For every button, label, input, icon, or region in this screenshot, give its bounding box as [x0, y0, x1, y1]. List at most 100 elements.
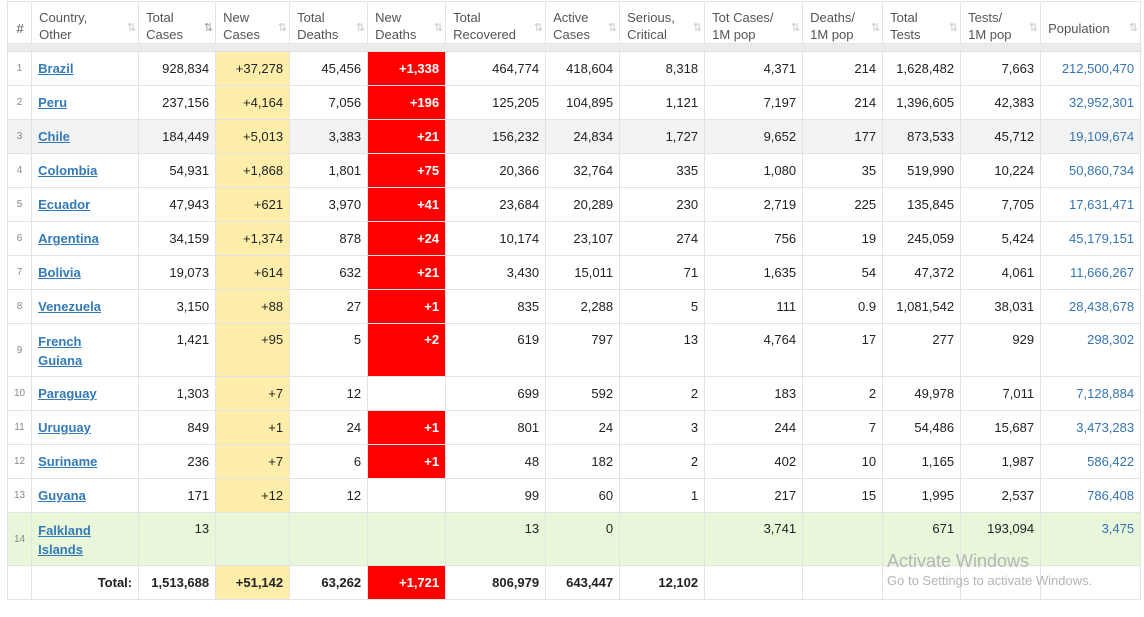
cell-deaths-1m: 54: [802, 255, 884, 290]
row-rank: 5: [6, 187, 33, 222]
country-link[interactable]: Paraguay: [38, 386, 97, 401]
col-header-total-recovered[interactable]: Total Recovered ⇅: [445, 1, 547, 44]
country-link[interactable]: Suriname: [38, 454, 97, 469]
country-link[interactable]: French Guiana: [38, 334, 82, 368]
cell-active: 32,764: [545, 153, 621, 188]
col-header-active-cases[interactable]: Active Cases ⇅: [545, 1, 621, 44]
col-header-new-deaths[interactable]: New Deaths ⇅: [367, 1, 447, 44]
row-rank: 8: [6, 289, 33, 324]
country-link[interactable]: Ecuador: [38, 197, 90, 212]
sort-icon[interactable]: ⇅: [1128, 22, 1138, 34]
cell-serious: 1,121: [619, 85, 706, 120]
col-header-serious-critical[interactable]: Serious, Critical ⇅: [619, 1, 706, 44]
row-rank: 1: [6, 51, 33, 86]
cell-new-deaths: +1,338: [367, 51, 447, 86]
col-header-total-cases[interactable]: Total Cases ⇅: [138, 1, 217, 44]
cell-tests-1m: 45,712: [960, 119, 1042, 154]
total-rank-cell: [6, 565, 33, 600]
country-link[interactable]: Falkland Islands: [38, 523, 91, 557]
col-header-tests-per-1m[interactable]: Tests/1M pop ⇅: [960, 1, 1042, 44]
table-row: 14 Falkland Islands 13 13 0 3,741 671 193,094 3,4…: [6, 512, 1142, 566]
col-header-total-tests[interactable]: Total Tests ⇅: [882, 1, 962, 44]
country-name-line2: Guiana: [38, 353, 83, 368]
country-cell: Venezuela: [31, 289, 140, 324]
country-link[interactable]: Chile: [38, 129, 70, 144]
country-link[interactable]: Bolivia: [38, 265, 81, 280]
cell-recovered: 464,774: [445, 51, 547, 86]
col-header-cases-per-1m[interactable]: Tot Cases/1M pop ⇅: [704, 1, 804, 44]
total-row: Total: 1,513,688 +51,142 63,262 +1,721 8…: [6, 565, 1142, 600]
cell-recovered: 23,684: [445, 187, 547, 222]
col-header-new-cases[interactable]: New Cases ⇅: [215, 1, 291, 44]
country-cell: Falkland Islands: [31, 512, 140, 566]
col-header-total-deaths[interactable]: Total Deaths ⇅: [289, 1, 369, 44]
cell-tests: 47,372: [882, 255, 962, 290]
col-header-deaths-per-1m[interactable]: Deaths/1M pop ⇅: [802, 1, 884, 44]
cell-active: 20,289: [545, 187, 621, 222]
cell-tests-1m: 7,011: [960, 376, 1042, 411]
col-header-population[interactable]: Population ⇅: [1040, 1, 1142, 44]
sort-icon[interactable]: ⇅: [126, 22, 136, 34]
sort-icon[interactable]: ⇅: [948, 22, 958, 34]
cell-new-cases: [215, 512, 291, 566]
cell-total-cases: 13: [138, 512, 217, 566]
cell-serious: 2: [619, 376, 706, 411]
col-header-rank: #: [6, 1, 33, 44]
sort-icon[interactable]: ⇅: [433, 22, 443, 34]
table-row: 3 Chile 184,449 +5,013 3,383 +21 156,232 24,834…: [6, 119, 1142, 154]
cell-active: 23,107: [545, 221, 621, 256]
sort-icon[interactable]: ⇅: [533, 22, 543, 34]
cell-serious: 13: [619, 323, 706, 377]
country-link[interactable]: Uruguay: [38, 420, 91, 435]
country-link[interactable]: Colombia: [38, 163, 97, 178]
cell-total-deaths: 1,801: [289, 153, 369, 188]
country-link[interactable]: Peru: [38, 95, 67, 110]
header-row: # Country, Other ⇅ Total Cases ⇅ New Cases ⇅ T…: [6, 1, 1142, 44]
cell-deaths-1m: 2: [802, 376, 884, 411]
cell-new-deaths: [367, 512, 447, 566]
cell-active: 2,288: [545, 289, 621, 324]
country-name: Uruguay: [38, 420, 91, 435]
cell-new-deaths: +41: [367, 187, 447, 222]
country-cell: Uruguay: [31, 410, 140, 445]
country-name-line2: Islands: [38, 542, 83, 557]
cell-total-deaths: 5: [289, 323, 369, 377]
col-header-country[interactable]: Country, Other ⇅: [31, 1, 140, 44]
cell-total-deaths: 632: [289, 255, 369, 290]
sort-icon[interactable]: ⇅: [870, 22, 880, 34]
sort-icon[interactable]: ⇅: [355, 22, 365, 34]
sort-desc-icon[interactable]: ⇅: [203, 22, 213, 34]
total-recovered: 806,979: [445, 565, 547, 600]
cell-recovered: 3,430: [445, 255, 547, 290]
cell-tests: 245,059: [882, 221, 962, 256]
sort-icon[interactable]: ⇅: [790, 22, 800, 34]
cell-recovered: 48: [445, 444, 547, 479]
country-link[interactable]: Venezuela: [38, 299, 101, 314]
sort-icon[interactable]: ⇅: [1028, 22, 1038, 34]
total-empty-cell: [882, 565, 962, 600]
cell-new-cases: +1: [215, 410, 291, 445]
country-link[interactable]: Guyana: [38, 488, 86, 503]
country-link[interactable]: Brazil: [38, 61, 73, 76]
cell-population: 45,179,151: [1040, 221, 1142, 256]
cell-serious: 274: [619, 221, 706, 256]
table-row: 6 Argentina 34,159 +1,374 878 +24 10,174 23,107…: [6, 221, 1142, 256]
country-link[interactable]: Argentina: [38, 231, 99, 246]
country-cell: Bolivia: [31, 255, 140, 290]
cell-active: 182: [545, 444, 621, 479]
cell-cases-1m: 1,635: [704, 255, 804, 290]
cell-new-deaths: +1: [367, 289, 447, 324]
cell-tests: 54,486: [882, 410, 962, 445]
cell-cases-1m: 9,652: [704, 119, 804, 154]
sort-icon[interactable]: ⇅: [277, 22, 287, 34]
cell-new-cases: +95: [215, 323, 291, 377]
sort-icon[interactable]: ⇅: [607, 22, 617, 34]
cell-new-deaths: +24: [367, 221, 447, 256]
cell-deaths-1m: 214: [802, 85, 884, 120]
total-empty-cell: [802, 565, 884, 600]
cell-tests-1m: 10,224: [960, 153, 1042, 188]
table-body: 1 Brazil 928,834 +37,278 45,456 +1,338 464,774…: [6, 51, 1142, 566]
sort-icon[interactable]: ⇅: [692, 22, 702, 34]
country-name: Chile: [38, 129, 70, 144]
cell-tests: 1,396,605: [882, 85, 962, 120]
